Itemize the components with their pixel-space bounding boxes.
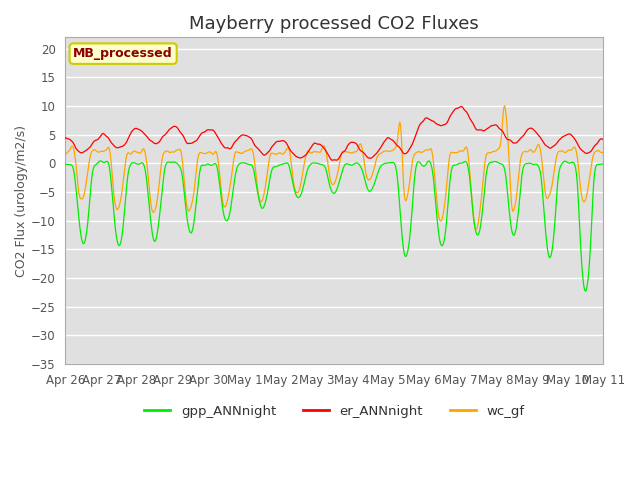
Y-axis label: CO2 Flux (urology/m2/s): CO2 Flux (urology/m2/s) bbox=[15, 125, 28, 276]
Legend: gpp_ANNnight, er_ANNnight, wc_gf: gpp_ANNnight, er_ANNnight, wc_gf bbox=[139, 399, 530, 423]
Text: MB_processed: MB_processed bbox=[74, 47, 173, 60]
Title: Mayberry processed CO2 Fluxes: Mayberry processed CO2 Fluxes bbox=[189, 15, 479, 33]
